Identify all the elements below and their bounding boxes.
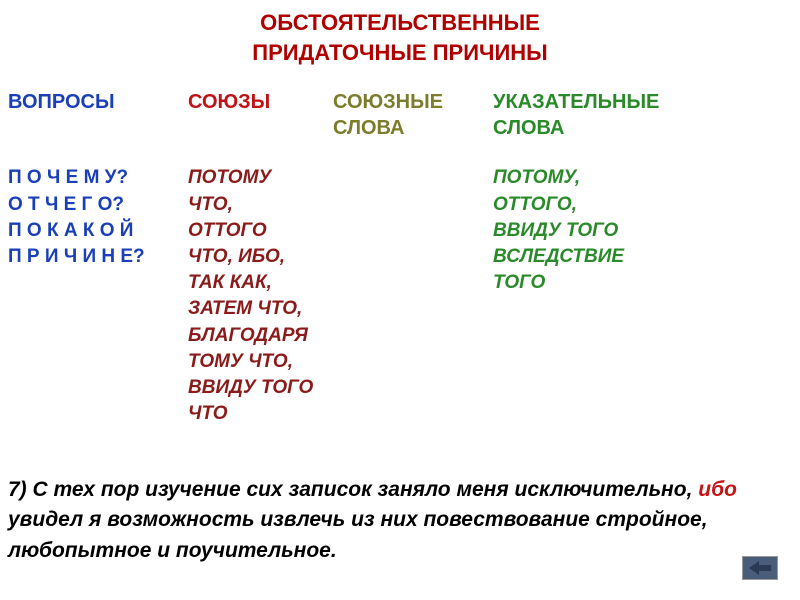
conj-l5: ТАК КАК,: [188, 272, 272, 293]
demon-l4: ВСЛЕДСТВИЕ: [493, 246, 624, 267]
questions-list: П О Ч Е М У? О Т Ч Е Г О? П О К А К О Й …: [8, 165, 188, 270]
header-conj-words: СОЮЗНЫЕ СЛОВА: [333, 89, 493, 141]
conj-l10: ЧТО: [188, 403, 228, 424]
example-sentence: 7) С тех пор изучение сих записок заняло…: [8, 475, 792, 566]
content-row: П О Ч Е М У? О Т Ч Е Г О? П О К А К О Й …: [0, 165, 800, 427]
example-part2: увидел я возможность извлечь из них пове…: [8, 508, 708, 561]
question-4: П Р И Ч И Н Е?: [8, 246, 145, 267]
demon-l2: ОТТОГО,: [493, 194, 577, 215]
header-conjunctions: СОЮЗЫ: [188, 89, 333, 115]
demon-l3: ВВИДУ ТОГО: [493, 220, 618, 241]
header-conj-words-l2: СЛОВА: [333, 117, 404, 139]
header-questions: ВОПРОСЫ: [8, 89, 188, 115]
conj-l1: ПОТОМУ: [188, 167, 271, 188]
arrow-left-icon: [749, 561, 771, 575]
prev-slide-button[interactable]: [742, 556, 778, 580]
title-line-1: ОБСТОЯТЕЛЬСТВЕННЫЕ: [260, 10, 540, 35]
header-conj-words-l1: СОЮЗНЫЕ: [333, 91, 443, 113]
header-demon-l2: СЛОВА: [493, 117, 564, 139]
title-line-2: ПРИДАТОЧНЫЕ ПРИЧИНЫ: [252, 40, 547, 65]
demon-l5: ТОГО: [493, 272, 545, 293]
column-headers: ВОПРОСЫ СОЮЗЫ СОЮЗНЫЕ СЛОВА УКАЗАТЕЛЬНЫЕ…: [0, 89, 800, 141]
header-demonstratives: УКАЗАТЕЛЬНЫЕ СЛОВА: [493, 89, 753, 141]
slide-title: ОБСТОЯТЕЛЬСТВЕННЫЕ ПРИДАТОЧНЫЕ ПРИЧИНЫ: [0, 0, 800, 67]
conj-l3: ОТТОГО: [188, 220, 267, 241]
conjunctions-list: ПОТОМУ ЧТО, ОТТОГО ЧТО, ИБО, ТАК КАК, ЗА…: [188, 165, 333, 427]
question-1: П О Ч Е М У?: [8, 167, 128, 188]
conj-l8: ТОМУ ЧТО,: [188, 351, 293, 372]
question-3: П О К А К О Й: [8, 220, 133, 241]
conj-l9: ВВИДУ ТОГО: [188, 377, 313, 398]
conj-l4: ЧТО, ИБО,: [188, 246, 285, 267]
example-highlight: ибо: [698, 478, 737, 501]
demonstratives-list: ПОТОМУ, ОТТОГО, ВВИДУ ТОГО ВСЛЕДСТВИЕ ТО…: [493, 165, 753, 296]
demon-l1: ПОТОМУ,: [493, 167, 580, 188]
header-demon-l1: УКАЗАТЕЛЬНЫЕ: [493, 91, 659, 113]
conj-l7: БЛАГОДАРЯ: [188, 325, 308, 346]
conj-l2: ЧТО,: [188, 194, 233, 215]
example-part1: 7) С тех пор изучение сих записок заняло…: [8, 478, 698, 501]
conj-l6: ЗАТЕМ ЧТО,: [188, 298, 302, 319]
question-2: О Т Ч Е Г О?: [8, 194, 124, 215]
